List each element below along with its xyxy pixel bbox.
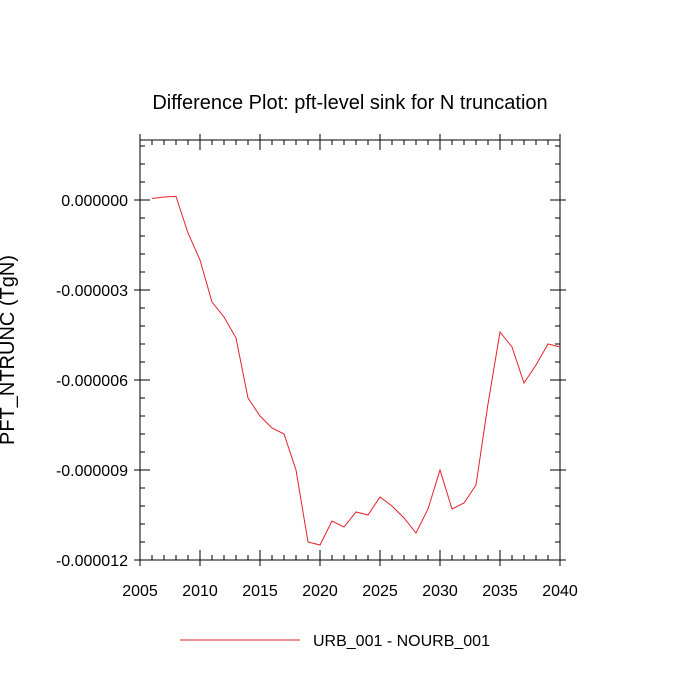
series-line [151,195,561,546]
y-tick-label: -0.000009 [56,463,128,480]
y-tick-label: 0.000000 [61,193,128,210]
series-layer [151,195,561,546]
legend-label: URB_001 - NOURB_001 [313,633,490,650]
x-tick-label: 2010 [182,583,218,600]
y-tick-label: -0.000003 [56,283,128,300]
x-tick-label: 2025 [362,583,398,600]
plot-frame [139,139,561,561]
x-tick-label: 2040 [542,583,578,600]
legend: URB_001 - NOURB_001 [180,633,490,650]
y-axis-label: PFT_NTRUNC (TgN) [0,255,19,445]
x-tick-label: 2020 [302,583,338,600]
x-tick-label: 2005 [122,583,158,600]
x-axis-ticks: 2005 2010 2015 2020 2025 2030 2035 2040 [122,134,578,600]
chart-title: Difference Plot: pft-level sink for N tr… [152,92,547,114]
y-tick-label: -0.000012 [56,553,128,570]
x-tick-label: 2035 [482,583,518,600]
x-tick-label: 2030 [422,583,458,600]
y-tick-label: -0.000006 [56,373,128,390]
y-axis-ticks: 0.000000 -0.000003 -0.000006 -0.000009 -0.00… [56,145,566,570]
x-tick-label: 2015 [242,583,278,600]
